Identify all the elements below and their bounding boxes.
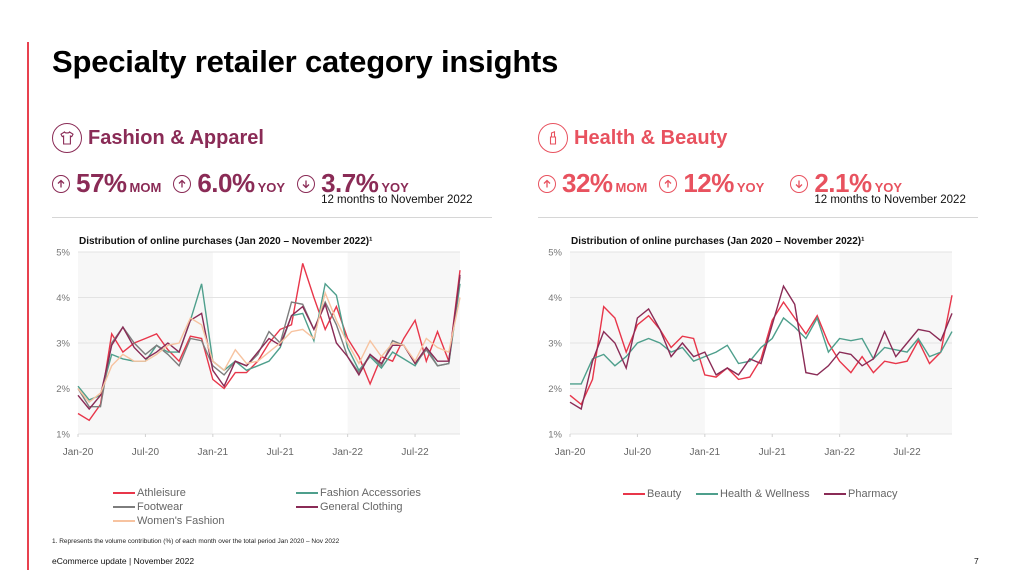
x-tick-label: Jul-21 [759,447,787,458]
page-title: Specialty retailer category insights [52,44,559,79]
metrics-row: 32% MOM 12% YOY 2.1% YOY 12 months to No… [538,168,978,212]
series-line-pharmacy [569,284,953,411]
chart-title-right: Distribution of online purchases (Jan 20… [571,236,865,247]
metric-unit: YOY [381,180,409,195]
legend-label: Fashion Accessories [320,487,421,499]
arrow-down-icon [297,174,316,193]
legend-item: General Clothing [296,501,403,513]
y-tick-label: 5% [548,248,562,259]
metric-value: 12% [683,168,734,198]
arrow-up-icon [538,174,556,193]
legend-label: Footwear [137,501,183,513]
x-tick-label: Jan-20 [63,447,94,458]
page-number: 7 [974,556,979,566]
series-line-health-wellness [570,316,953,385]
metrics-row: 57% MOM 6.0% YOY 3.7% YOY 12 months to N… [52,168,492,212]
chart-fashion-apparel: 1% 2% 3% 4% 5% Jan-20 Jul-20 Jan-21 Jul-21 Jan-22… [56,248,461,458]
panel-health-beauty: Health & Beauty 32% MOM 12% YOY 2.1% YOY… [538,120,978,212]
chart-title-left: Distribution of online purchases (Jan 20… [79,236,373,247]
metric-yoy: 12% YOY [659,168,764,199]
metric-unit: MOM [129,180,162,195]
legend-swatch [296,506,318,508]
arrow-up-icon [52,174,70,193]
legend-label: Health & Wellness [720,488,810,500]
metric-unit: YOY [736,180,765,195]
legend-swatch [824,493,846,495]
metric-yoy-12m: 2.1% YOY 12 months to November 2022 [790,168,966,206]
legend-item: Athleisure [113,487,186,499]
legend-swatch [296,492,318,494]
category-title: Fashion & Apparel [88,126,264,149]
legend-label: General Clothing [320,501,403,513]
series-line-women-s-fashion [77,290,461,404]
y-tick-label: 5% [56,248,70,259]
panel-fashion-apparel: Fashion & Apparel 57% MOM 6.0% YOY 3.7% … [52,120,492,212]
lipstick-icon [538,123,568,153]
tshirt-icon [52,123,82,153]
metric-unit: MOM [615,180,648,195]
legend-swatch [113,520,135,522]
legend-swatch [113,506,135,508]
metric-unit: YOY [874,180,903,195]
x-tick-label: Jan-21 [690,447,721,458]
metric-yoy-12m: 3.7% YOY 12 months to November 2022 [297,168,473,206]
legend-item: Health & Wellness [696,488,810,500]
legend-label: Athleisure [137,487,186,499]
y-tick-label: 4% [548,293,562,304]
legend-item: Fashion Accessories [296,487,421,499]
legend-item: Beauty [623,488,681,500]
y-tick-label: 3% [548,339,562,350]
y-tick-label: 2% [548,384,562,395]
legend-swatch [623,493,645,495]
x-tick-label: Jan-21 [198,447,229,458]
legend-item: Footwear [113,501,183,513]
y-tick-label: 2% [56,384,70,395]
metric-mom: 32% MOM [538,168,647,199]
y-tick-label: 1% [548,430,562,441]
metric-value: 6.0% [197,168,255,198]
category-header: Health & Beauty [538,120,978,156]
metric-unit: YOY [257,180,286,195]
metric-value: 57% [76,168,127,198]
x-tick-label: Jan-22 [824,447,855,458]
arrow-up-icon [173,174,192,193]
metric-subtext: 12 months to November 2022 [814,194,966,206]
series-line-general-clothing [77,274,461,411]
x-tick-label: Jul-20 [132,447,160,458]
accent-bar [27,42,29,570]
metric-value: 2.1% [814,168,872,198]
metric-mom: 57% MOM [52,168,161,199]
y-tick-label: 1% [56,430,70,441]
legend-swatch [696,493,718,495]
arrow-down-icon [790,174,809,193]
x-tick-label: Jul-20 [624,447,652,458]
series-line-footwear [77,276,461,408]
arrow-up-icon [659,174,678,193]
y-tick-label: 3% [56,339,70,350]
divider-left [52,217,492,218]
footnote: 1. Represents the volume contribution (%… [52,538,340,545]
category-title: Health & Beauty [574,126,728,149]
x-tick-label: Jan-20 [555,447,586,458]
metric-value: 32% [562,168,613,198]
legend-label: Women's Fashion [137,515,225,527]
metric-value: 3.7% [321,168,379,198]
x-tick-label: Jul-22 [893,447,921,458]
x-tick-label: Jan-22 [332,447,363,458]
x-tick-label: Jul-22 [401,447,429,458]
legend-swatch [113,492,135,494]
divider-right [538,217,978,218]
legend-item: Women's Fashion [113,515,225,527]
category-header: Fashion & Apparel [52,120,492,156]
legend-item: Pharmacy [824,488,898,500]
metric-subtext: 12 months to November 2022 [321,194,473,206]
chart-health-beauty: 1% 2% 3% 4% 5% Jan-20 Jul-20 Jan-21 Jul-21 Jan-22… [548,248,953,458]
metric-yoy: 6.0% YOY [173,168,285,199]
footer: eCommerce update | November 2022 [52,556,195,566]
y-tick-label: 4% [56,293,70,304]
x-tick-label: Jul-21 [267,447,295,458]
legend-label: Pharmacy [848,488,898,500]
legend-label: Beauty [647,488,682,500]
